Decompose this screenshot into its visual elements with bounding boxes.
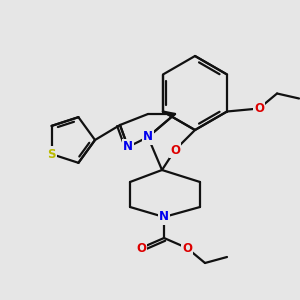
Text: O: O: [182, 242, 192, 254]
Text: S: S: [47, 148, 56, 160]
Text: N: N: [123, 140, 133, 154]
Text: O: O: [136, 242, 146, 254]
Text: N: N: [143, 130, 153, 143]
Text: N: N: [159, 211, 169, 224]
Text: O: O: [254, 102, 264, 115]
Text: O: O: [170, 143, 180, 157]
